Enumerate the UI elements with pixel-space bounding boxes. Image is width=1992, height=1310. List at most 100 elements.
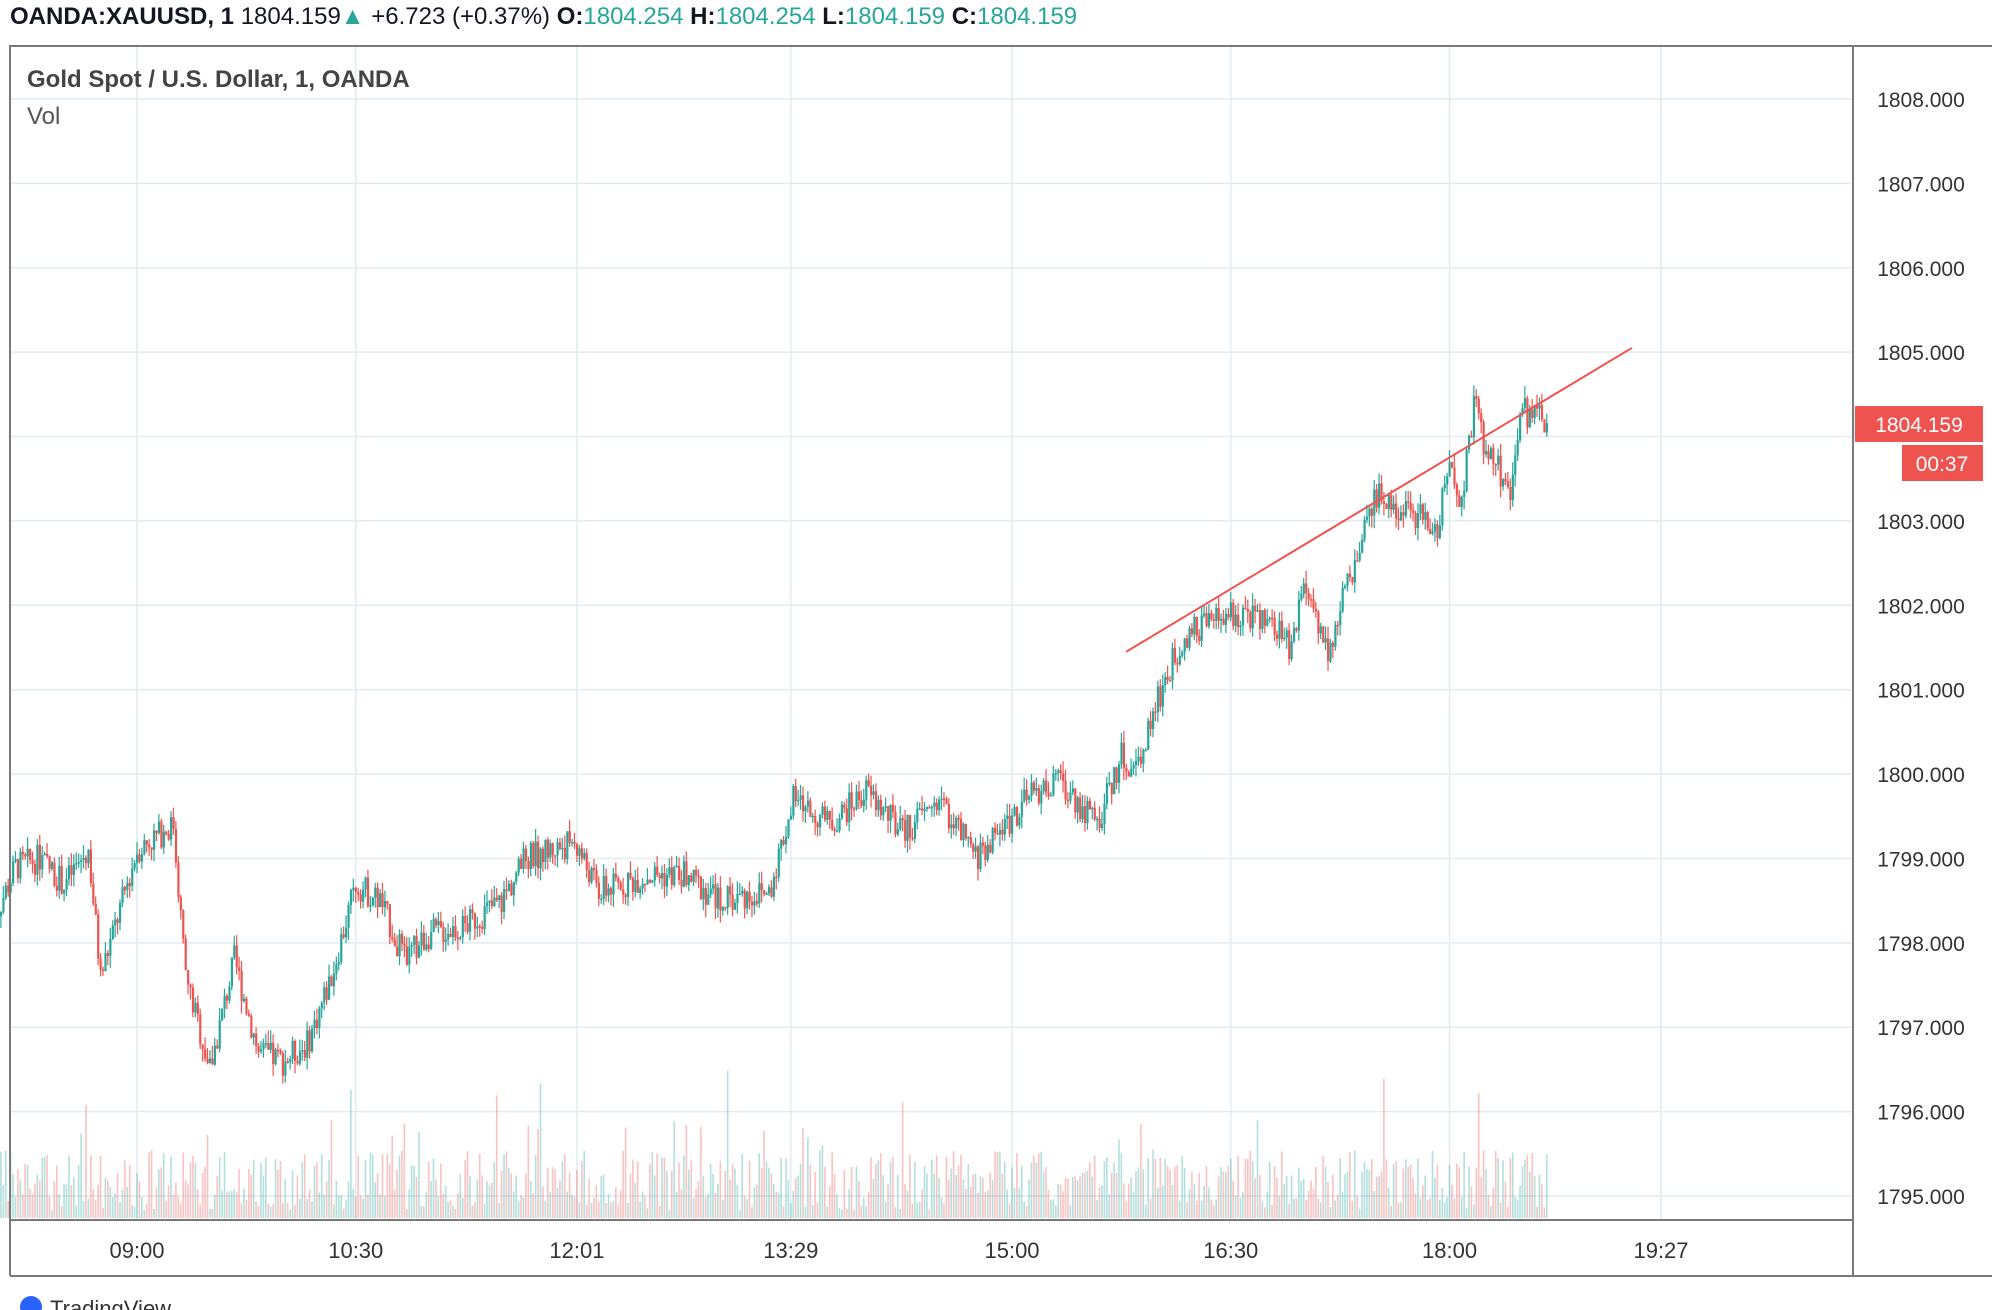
candle-body[interactable] [1443,484,1446,489]
candle-body[interactable] [1523,398,1527,408]
candle-body[interactable] [437,920,440,926]
candle-body[interactable] [1407,501,1410,504]
candle-body[interactable] [21,851,24,855]
candle-body[interactable] [549,843,552,858]
candle-body[interactable] [901,818,904,821]
candle-body[interactable] [1037,788,1040,804]
candle-body[interactable] [537,841,540,869]
candle-body[interactable] [702,888,705,900]
candle-body[interactable] [1040,791,1043,804]
candle-body[interactable] [320,1002,323,1009]
candle-body[interactable] [1237,614,1240,628]
candle-body[interactable] [952,824,955,829]
candle-body[interactable] [242,998,246,1002]
candle-body[interactable] [1504,479,1507,482]
candle-body[interactable] [476,926,479,929]
candle-body[interactable] [972,844,975,852]
candle-body[interactable] [143,840,146,855]
candle-body[interactable] [111,925,114,940]
candle-body[interactable] [1438,525,1442,539]
candle-body[interactable] [843,804,846,809]
candle-body[interactable] [566,831,569,860]
candle-body[interactable] [911,837,914,840]
candle-body[interactable] [904,820,907,841]
candle-body[interactable] [1091,807,1094,810]
candle-body[interactable] [1302,583,1305,594]
candle-body[interactable] [1280,620,1284,640]
candle-body[interactable] [1353,560,1356,583]
candle-body[interactable] [1307,593,1310,600]
candle-body[interactable] [840,804,844,819]
candle-body[interactable] [1368,508,1371,517]
candle-body[interactable] [1319,626,1322,634]
candle-body[interactable] [1356,560,1359,562]
candle-body[interactable] [974,846,977,852]
candle-body[interactable] [1514,455,1517,475]
candle-body[interactable] [1224,613,1228,625]
candle-body[interactable] [381,893,384,908]
candle-body[interactable] [466,923,469,932]
candle-body[interactable] [323,987,326,1003]
candle-body[interactable] [386,900,389,904]
candle-body[interactable] [104,952,107,971]
candle-body[interactable] [284,1061,287,1076]
candle-body[interactable] [1295,628,1298,631]
candle-body[interactable] [1305,583,1308,594]
candle-body[interactable] [1543,419,1546,433]
candle-body[interactable] [668,867,671,875]
candle-body[interactable] [670,867,673,885]
candle-body[interactable] [1212,619,1215,621]
candle-body[interactable] [444,939,447,942]
candle-body[interactable] [388,903,391,937]
candle-body[interactable] [109,939,112,956]
candle-body[interactable] [1227,613,1230,618]
candle-body[interactable] [170,817,173,840]
candle-body[interactable] [597,882,601,899]
candle-body[interactable] [865,780,868,800]
candle-body[interactable] [1494,463,1497,466]
candle-body[interactable] [413,936,416,945]
candle-body[interactable] [1531,409,1534,418]
candle-body[interactable] [626,872,630,897]
candle-body[interactable] [848,792,851,823]
candle-body[interactable] [230,957,233,987]
candle-body[interactable] [661,873,664,879]
candle-body[interactable] [286,1061,289,1063]
candle-body[interactable] [1489,448,1493,460]
candle-body[interactable] [1195,616,1198,636]
candle-body[interactable] [31,860,34,865]
candle-body[interactable] [493,897,496,907]
candle-body[interactable] [991,828,994,853]
candle-body[interactable] [814,815,817,824]
candle-body[interactable] [1030,782,1033,797]
candle-body[interactable] [775,876,778,879]
candle-body[interactable] [84,857,88,864]
candle-body[interactable] [1183,638,1186,652]
candle-body[interactable] [826,810,829,820]
candle-body[interactable] [1251,605,1254,629]
candle-body[interactable] [697,875,700,877]
candle-body[interactable] [541,848,545,862]
candle-body[interactable] [644,883,647,886]
candle-body[interactable] [1412,510,1415,513]
candle-body[interactable] [753,901,756,906]
candle-body[interactable] [201,1044,204,1050]
candle-body[interactable] [532,842,535,867]
candle-body[interactable] [923,808,926,811]
candle-body[interactable] [464,916,467,924]
candle-body[interactable] [906,814,909,841]
candle-body[interactable] [308,1030,311,1052]
candle-body[interactable] [867,780,870,786]
candle-body[interactable] [600,898,603,901]
candle-body[interactable] [67,865,71,880]
candle-body[interactable] [206,1058,209,1064]
candle-body[interactable] [92,883,95,904]
candle-body[interactable] [505,889,508,891]
time-axis[interactable]: 09:00 10:30 12:01 13:29 15:00 16:30 18:00 19:27 [109,1238,1688,1263]
candle-body[interactable] [366,877,370,907]
candle-body[interactable] [1477,399,1480,414]
candle-body[interactable] [204,1049,207,1059]
candle-body[interactable] [811,815,814,818]
candle-body[interactable] [1015,807,1019,826]
